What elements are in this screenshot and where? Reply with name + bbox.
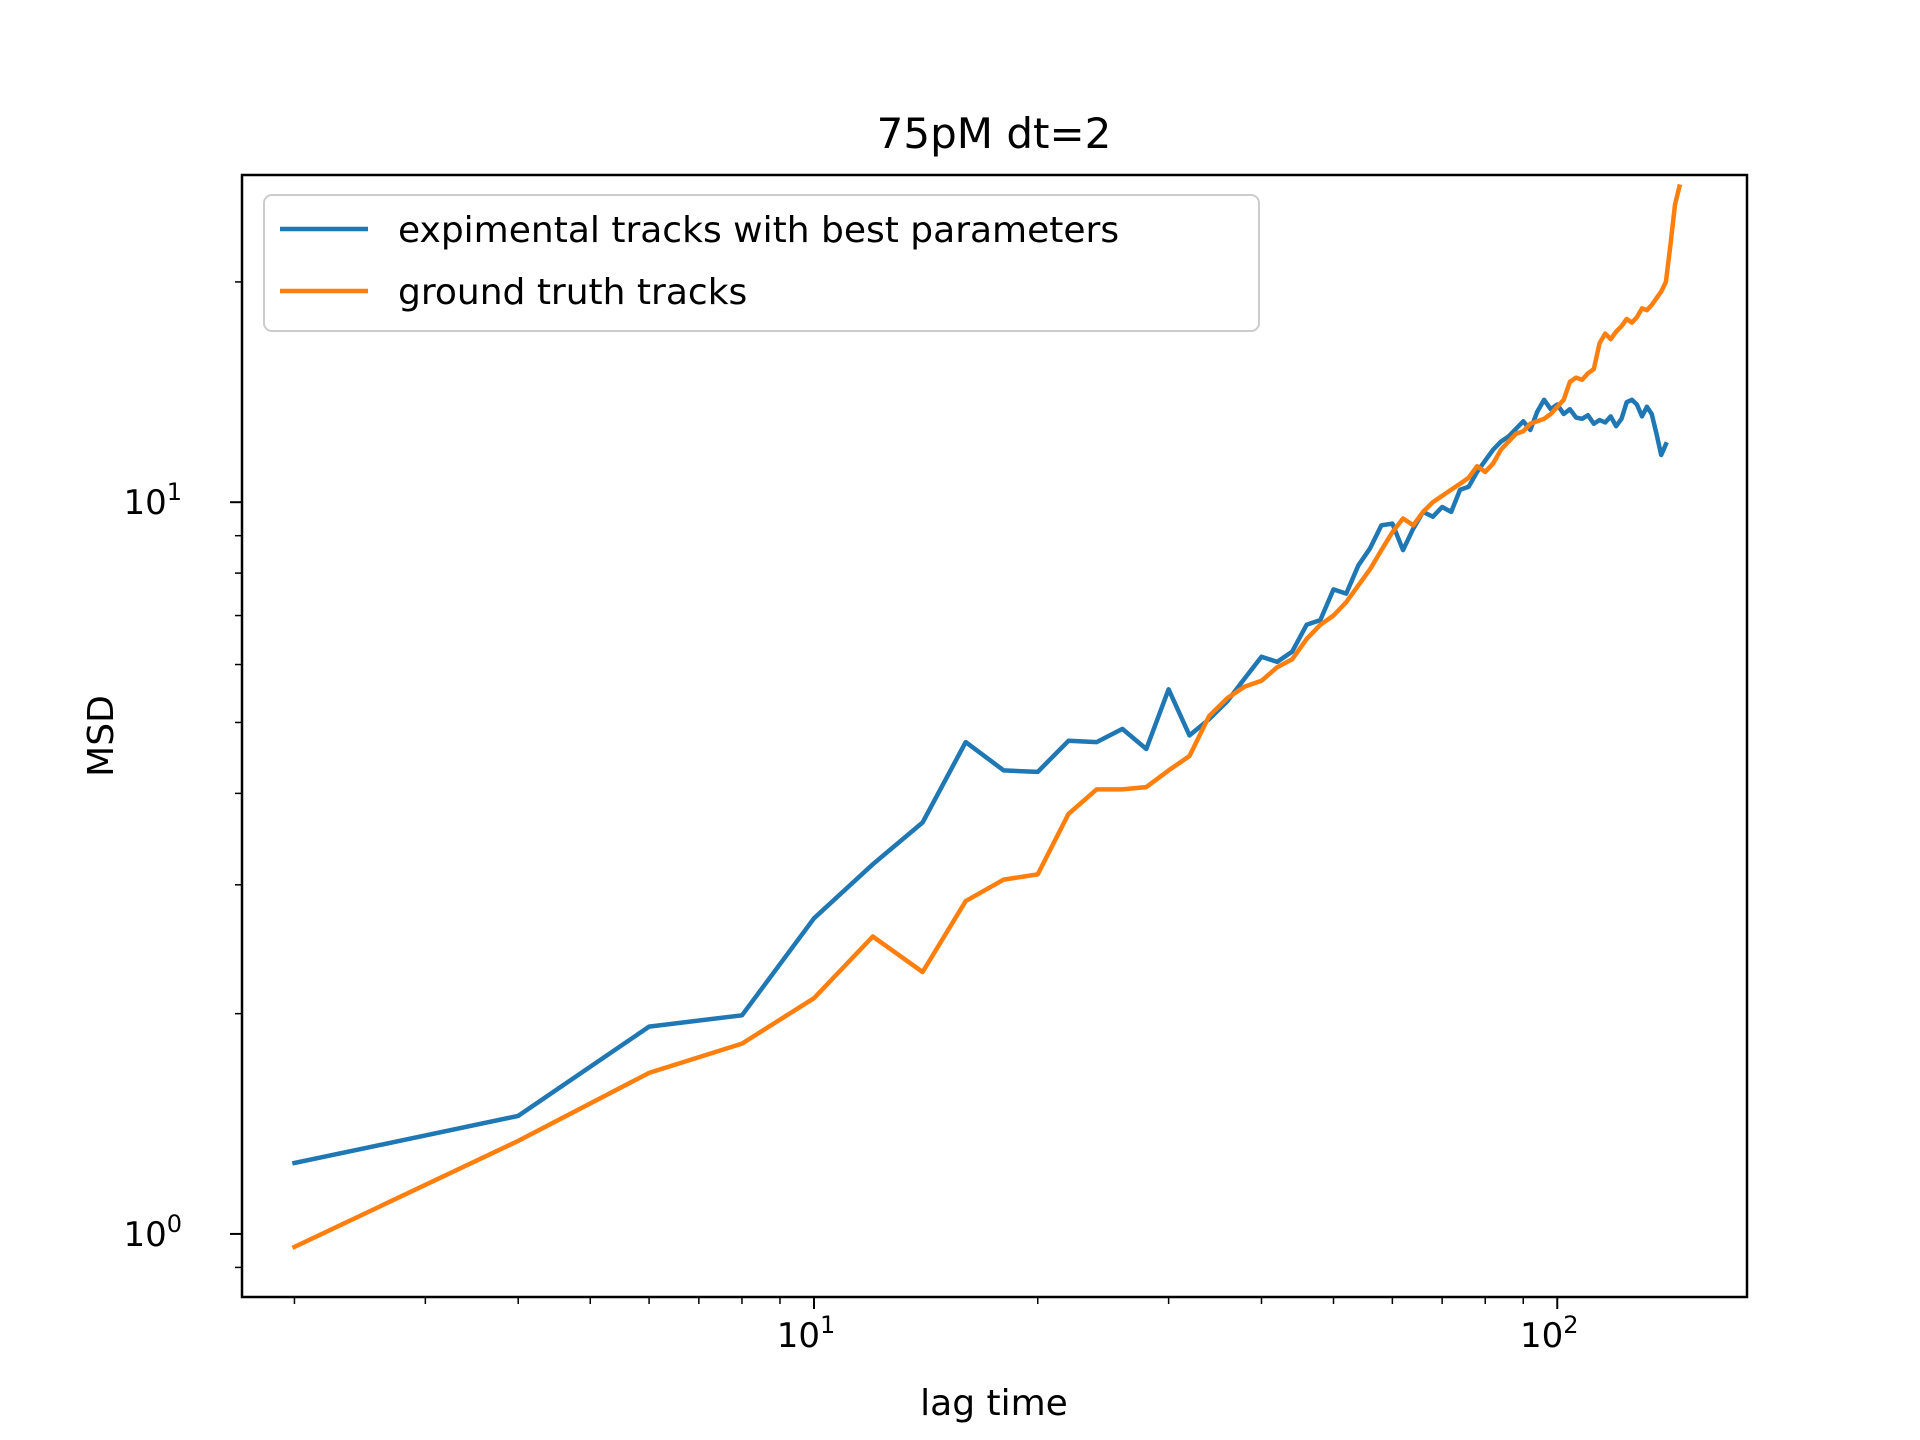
series-line-1 <box>291 183 1683 1250</box>
x-tick-label: 101 <box>777 1311 836 1356</box>
y-axis: 100 101 <box>123 281 242 1269</box>
x-tick-label: 102 <box>1520 1311 1579 1356</box>
legend-label-ground-truth: ground truth tracks <box>398 272 747 313</box>
x-axis-label: lag time <box>920 1383 1068 1424</box>
y-tick-label: 100 <box>123 1210 182 1255</box>
y-tick-label: 101 <box>123 478 182 523</box>
series-layer <box>291 183 1683 1250</box>
plot-frame <box>240 173 1749 1299</box>
y-axis-label: MSD <box>81 695 122 777</box>
x-axis: 101 102 <box>293 1297 1579 1356</box>
legend-label-experimental: expimental tracks with best parameters <box>398 210 1119 251</box>
legend: expimental tracks with best parameters g… <box>263 194 1260 332</box>
plot-area <box>240 173 1749 1299</box>
series-line-0 <box>291 397 1669 1166</box>
legend-frame <box>263 194 1260 332</box>
chart-title: 75pM dt=2 <box>877 109 1112 158</box>
